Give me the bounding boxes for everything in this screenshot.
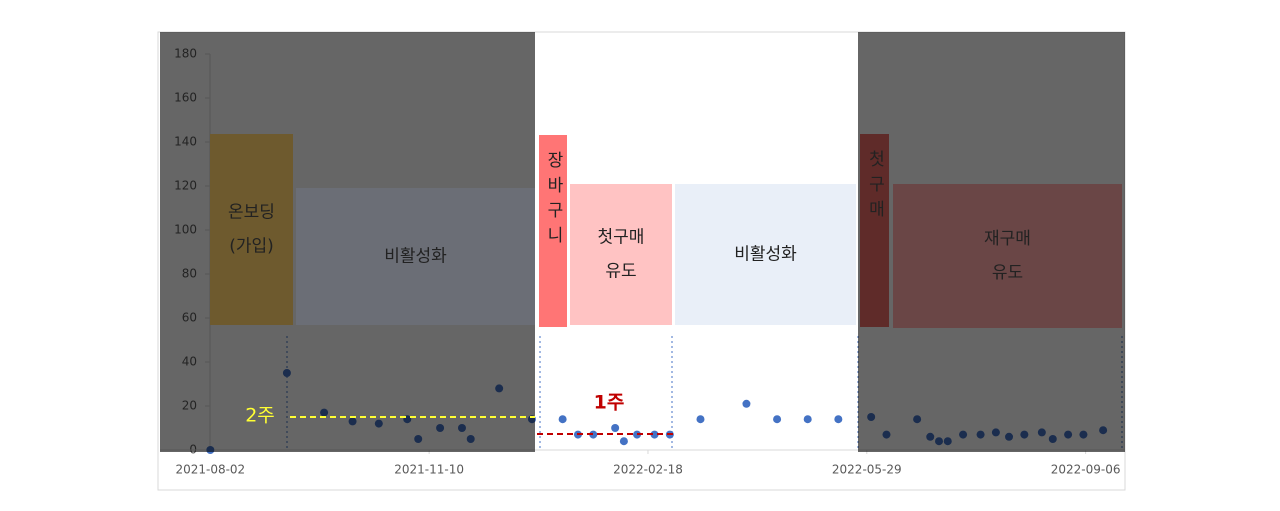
phase-label: 재구매 — [984, 229, 1031, 249]
phase-label: 장바구니 — [543, 151, 563, 251]
period-label: 1주 — [594, 392, 625, 414]
phase-box — [893, 184, 1122, 328]
phase-label: (가입) — [229, 237, 274, 257]
period-label: 2주 — [245, 405, 275, 427]
phase-label: 첫구매 — [598, 228, 645, 248]
phase-label: 온보딩 — [228, 203, 275, 223]
x-tick-label: 2022-02-18 — [613, 463, 683, 477]
x-tick-label: 2021-08-02 — [175, 463, 245, 477]
phase-label: 비활성화 — [384, 247, 447, 267]
point — [558, 415, 567, 424]
point — [742, 399, 751, 408]
phase-box — [570, 184, 672, 325]
x-tick-label: 2022-05-29 — [832, 463, 902, 477]
phase-label: 첫구매 — [865, 150, 885, 225]
point — [803, 415, 812, 424]
phase-label: 유도 — [605, 262, 636, 282]
phase-label: 비활성화 — [734, 245, 797, 265]
x-tick-label: 2021-11-10 — [394, 463, 464, 477]
point — [589, 430, 598, 439]
point — [773, 415, 782, 424]
phase-box — [296, 188, 535, 325]
point — [834, 415, 843, 424]
point — [696, 415, 705, 424]
phase-box — [675, 184, 856, 325]
point — [619, 437, 628, 446]
phase-label: 유도 — [992, 263, 1023, 283]
x-tick-label: 2022-09-06 — [1051, 463, 1121, 477]
phase-box — [860, 134, 889, 327]
phase-box — [210, 134, 293, 325]
point — [611, 424, 620, 432]
phase-box — [539, 135, 567, 327]
point — [650, 430, 659, 439]
